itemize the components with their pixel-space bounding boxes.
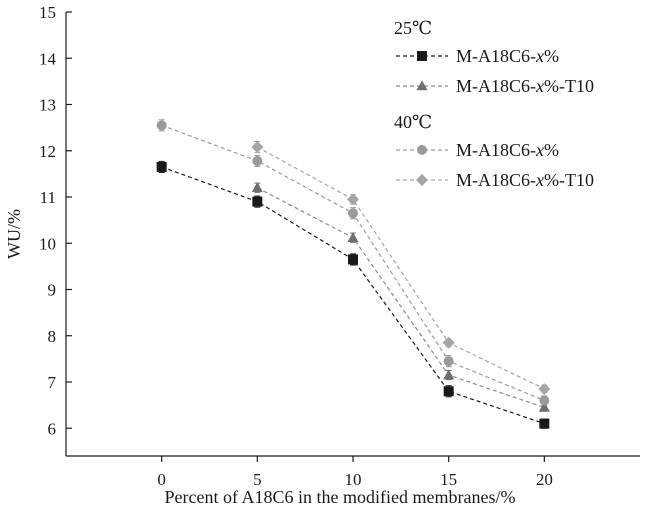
data-point-triangle xyxy=(443,369,455,380)
data-marker-layer xyxy=(156,120,551,429)
y-tick-label: 10 xyxy=(39,234,56,253)
y-tick-label: 14 xyxy=(39,49,57,68)
legend-label: M-A18C6-x%-T10 xyxy=(456,170,594,190)
data-point-square xyxy=(156,161,167,172)
data-point-circle xyxy=(443,356,454,367)
legend-marker-square xyxy=(417,51,427,61)
y-tick-label: 6 xyxy=(48,419,57,438)
data-point-triangle xyxy=(347,231,359,242)
series-line-0 xyxy=(161,166,545,425)
data-point-diamond xyxy=(538,382,551,395)
data-point-square xyxy=(348,254,358,265)
data-point-square xyxy=(252,196,263,207)
data-point-triangle xyxy=(538,401,550,412)
series-line-1 xyxy=(257,187,545,408)
x-tick-label: 0 xyxy=(157,470,166,489)
legend-group-title: 40℃ xyxy=(394,112,432,132)
data-point-diamond xyxy=(347,193,359,206)
y-tick-label: 12 xyxy=(39,142,56,161)
error-bar-layer xyxy=(158,119,548,429)
x-tick-label: 5 xyxy=(253,470,262,489)
data-point-circle xyxy=(539,395,550,406)
x-tick-label: 10 xyxy=(345,470,362,489)
legend: 25℃ M-A18C6-x% M-A18C6-x%-T10 40℃ M-A18C6-x%… xyxy=(394,18,594,190)
y-tick-label: 7 xyxy=(48,373,57,392)
data-point-circle xyxy=(156,120,167,131)
data-point-square xyxy=(539,418,550,429)
data-point-circle xyxy=(348,208,358,219)
x-tick-label: 20 xyxy=(536,470,553,489)
data-point-triangle xyxy=(251,182,263,192)
data-point-diamond xyxy=(251,141,264,154)
data-point-circle xyxy=(252,155,263,166)
legend-label: M-A18C6-x%-T10 xyxy=(456,76,594,96)
y-tick-label: 13 xyxy=(39,96,56,115)
y-tick-label: 11 xyxy=(40,188,56,207)
y-tick-label: 8 xyxy=(48,327,57,346)
y-axis-title: WU/% xyxy=(4,209,24,259)
data-point-diamond xyxy=(442,336,455,349)
legend-label: M-A18C6-x% xyxy=(456,140,559,160)
legend-group-title: 25℃ xyxy=(394,18,432,38)
x-tick-label: 15 xyxy=(440,470,457,489)
data-point-square xyxy=(443,386,454,397)
legend-marker-triangle xyxy=(416,80,428,91)
legend-marker-circle xyxy=(417,145,427,155)
y-tick-label: 9 xyxy=(48,281,57,300)
legend-marker-diamond xyxy=(416,174,428,186)
x-axis-title: Percent of A18C6 in the modified membran… xyxy=(165,487,516,507)
y-tick-label: 15 xyxy=(39,3,56,22)
axes: 6 7 8 9 10 11 12 13 14 15 0 5 10 15 20 xyxy=(39,3,640,489)
legend-label: M-A18C6-x% xyxy=(456,46,559,66)
